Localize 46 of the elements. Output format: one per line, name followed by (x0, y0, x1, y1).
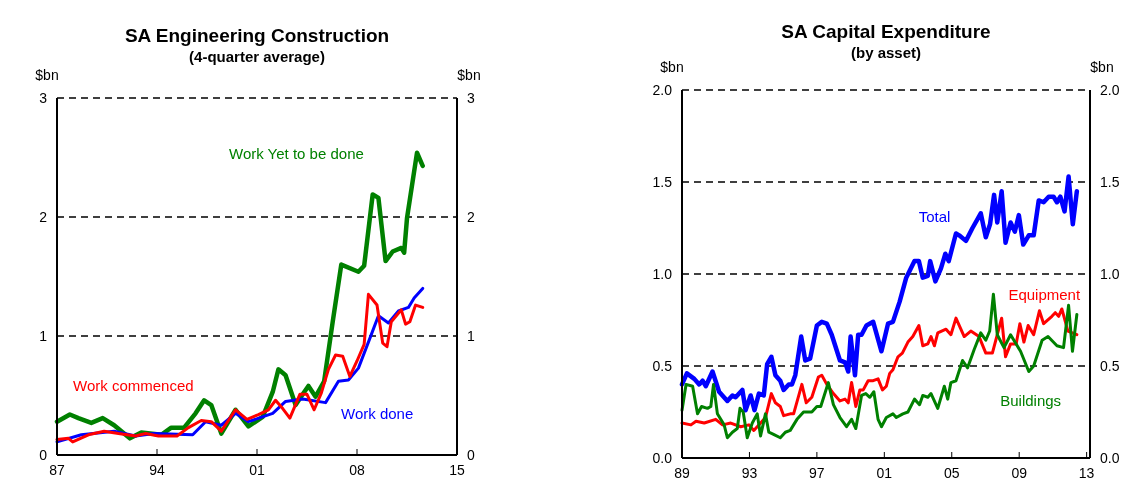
y2-tick-label: 0.5 (1100, 358, 1120, 374)
x-tick-label: 09 (1011, 465, 1028, 480)
x-tick-label: 08 (349, 462, 365, 478)
x-tick-label: 89 (674, 465, 690, 480)
x-tick-label: 94 (149, 462, 165, 478)
y2-tick-label: 2 (467, 209, 475, 225)
y-tick-label: 1 (39, 328, 48, 344)
x-tick-label: 87 (49, 462, 65, 478)
y2-tick-label: 2.0 (1100, 82, 1120, 98)
y-tick-label: 2.0 (652, 82, 673, 98)
series-label: Equipment (1008, 285, 1081, 303)
y2-tick-label: 1 (467, 328, 475, 344)
y2-axis-title: $bn (457, 67, 481, 83)
y-tick-label: 0.0 (652, 450, 673, 466)
x-tick-label: 05 (943, 465, 960, 480)
y2-tick-label: 0.0 (1100, 450, 1120, 466)
y-axis-title: $bn (660, 59, 684, 75)
y-tick-label: 3 (39, 90, 48, 106)
series-label: Work commenced (73, 376, 194, 394)
series-label: Work done (341, 405, 414, 423)
y2-tick-label: 3 (467, 90, 475, 106)
y-tick-label: 1.0 (652, 266, 673, 282)
y2-tick-label: 1.5 (1100, 174, 1120, 190)
y2-tick-label: 1.0 (1100, 266, 1120, 282)
text: Work Yet to be done (229, 144, 364, 162)
x-tick-label: 01 (876, 465, 893, 480)
y-tick-label: 0.5 (652, 358, 673, 374)
y2-tick-label: 0 (467, 447, 475, 463)
x-tick-label: 01 (249, 462, 265, 478)
chart-subtitle: (4-quarter average) (189, 48, 325, 65)
line-series (679, 174, 1080, 413)
x-tick-label: 93 (741, 465, 758, 480)
y2-axis-title: $bn (1090, 59, 1114, 75)
y-tick-label: 1.5 (652, 174, 673, 190)
chart-title: SA Engineering Construction (124, 25, 390, 46)
x-tick-label: 97 (809, 465, 825, 480)
x-tick-label: 15 (449, 462, 465, 478)
chart-title: SA Capital Expenditure (781, 21, 991, 42)
y-axis-title: $bn (35, 67, 59, 83)
series-label: Buildings (1000, 392, 1062, 410)
x-tick-label: 13 (1078, 465, 1095, 480)
series-label: Total (918, 208, 951, 226)
chart-subtitle: (by asset) (850, 44, 922, 61)
y-tick-label: 2 (39, 209, 48, 225)
y-tick-label: 0 (39, 447, 48, 463)
line-series (680, 307, 1079, 432)
